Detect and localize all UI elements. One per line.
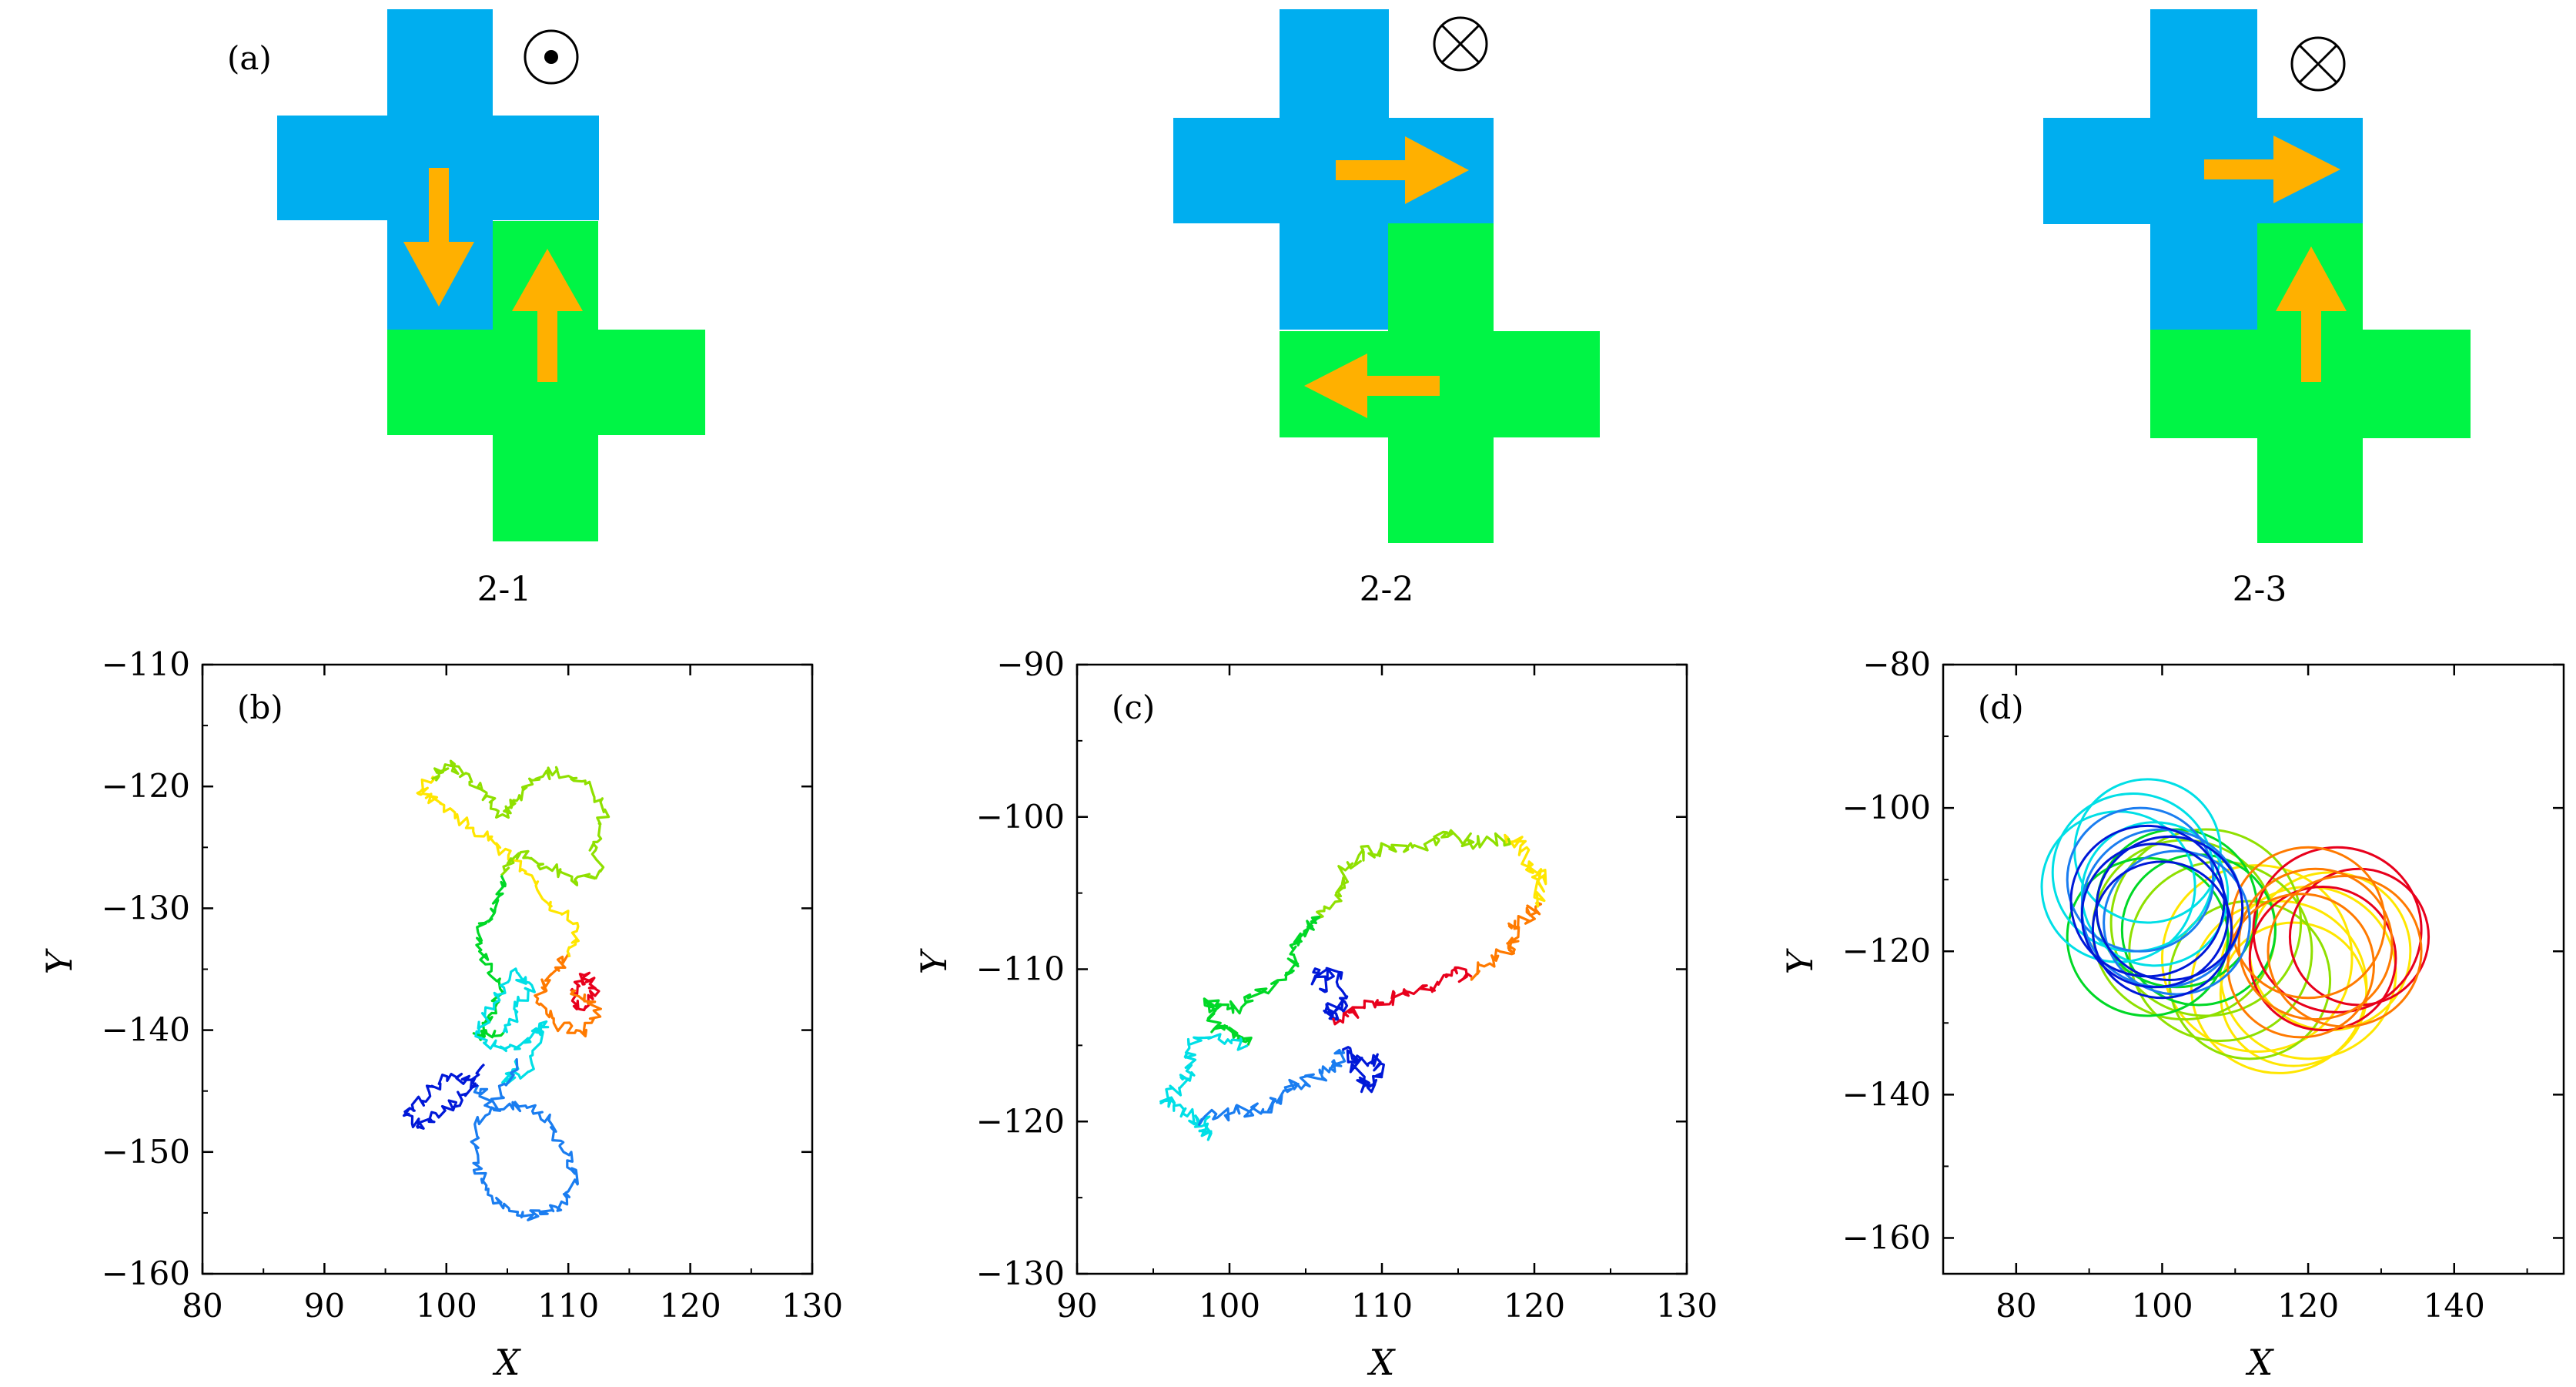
series-c-1	[1332, 966, 1473, 1026]
y-tick-label: −120	[976, 1102, 1065, 1140]
y-tick-label: −110	[976, 950, 1065, 988]
config-2-3: 2-3	[2043, 9, 2471, 609]
y-tick-label: −150	[102, 1133, 190, 1171]
loop-d-7-1	[2095, 835, 2244, 981]
config-2-1-arrow-up	[512, 249, 583, 382]
loop-d-1-3	[2109, 828, 2303, 1017]
series-c-4	[1316, 829, 1511, 919]
series-b-0	[570, 971, 601, 1012]
config-2-3-caption: 2-3	[2233, 570, 2287, 609]
series-c-8	[1341, 1046, 1385, 1094]
config-2-1: 2-1	[277, 9, 705, 609]
loop-d-7-0	[2080, 843, 2230, 989]
config-2-2-caption: 2-2	[1360, 570, 1414, 609]
trajectory-plot-c: 90 100 110 120 130 −90 −100 −110 −120 −130 (c) X Y	[913, 645, 1718, 1383]
x-tick-label: 80	[1996, 1287, 2036, 1325]
loop-d-6-1	[2066, 806, 2215, 953]
cross-in-circle-icon	[1433, 16, 1488, 72]
x-tick-label: 110	[537, 1287, 599, 1325]
loop-d-4-1	[2226, 893, 2375, 1039]
x-tick-label: 130	[1656, 1287, 1718, 1325]
series-b-5	[474, 967, 550, 1084]
panel-c-label: (c)	[1112, 688, 1155, 726]
x-tick-label: 120	[1504, 1287, 1565, 1325]
y-tick-label: −140	[102, 1011, 190, 1049]
y-tick-label: −120	[102, 767, 190, 805]
x-axis-label: X	[1367, 1342, 1397, 1383]
series-c-0	[1310, 967, 1349, 1021]
series-c-3	[1504, 833, 1547, 908]
x-axis-label: X	[2246, 1342, 2275, 1383]
loop-d-4-2	[2267, 875, 2423, 1028]
loop-d-6-2	[2103, 849, 2251, 996]
y-axis-label: Y	[1779, 947, 1821, 974]
series-c-2	[1470, 901, 1543, 981]
loop-d-7-2	[2091, 860, 2233, 1000]
series-b-4	[472, 875, 507, 1041]
series-c-5	[1203, 915, 1321, 1047]
y-tick-label: −160	[1842, 1218, 1931, 1256]
plot-frame	[1076, 663, 1688, 1275]
series-b-1	[534, 952, 602, 1038]
x-tick-label: 100	[1199, 1287, 1260, 1325]
config-2-3-arrow-right	[2204, 136, 2340, 203]
circle-plot-d: 80 100 120 140 −80 −100 −120 −140 −160 (d) X Y	[1779, 645, 2565, 1383]
series-b-6	[470, 1057, 579, 1221]
config-2-3-arrow-up	[2276, 246, 2347, 382]
plot-frame	[201, 663, 814, 1275]
x-tick-label: 100	[416, 1287, 477, 1325]
config-2-1-arrow-down	[403, 168, 474, 307]
config-2-2-arrow-left	[1304, 353, 1440, 418]
y-tick-label: −130	[102, 889, 190, 926]
y-tick-label: −120	[1842, 932, 1931, 970]
dot-in-circle-icon	[524, 29, 579, 85]
y-tick-label: −110	[102, 645, 190, 683]
y-tick-label: −140	[1842, 1075, 1931, 1113]
y-tick-label: −100	[976, 798, 1065, 836]
y-tick-label: −90	[996, 645, 1065, 683]
config-2-2-arrow-right	[1336, 136, 1469, 204]
x-axis-label: X	[493, 1342, 522, 1383]
x-tick-label: 130	[781, 1287, 843, 1325]
x-tick-label: 80	[182, 1287, 222, 1325]
y-axis-label: Y	[913, 947, 955, 974]
y-tick-label: −100	[1842, 789, 1931, 826]
series-b-7	[403, 1063, 486, 1130]
series-b-2	[416, 776, 580, 958]
x-tick-label: 120	[2277, 1287, 2339, 1325]
loop-d-0-0	[2190, 900, 2368, 1074]
plot-frame	[1942, 663, 2565, 1275]
loop-d-5-1	[2080, 821, 2230, 967]
y-tick-label: −130	[976, 1255, 1065, 1292]
loop-d-3-1	[2248, 885, 2397, 1032]
x-tick-label: 110	[1351, 1287, 1413, 1325]
config-2-2: 2-2	[1173, 9, 1600, 609]
x-tick-label: 90	[304, 1287, 345, 1325]
trajectory-plot-b: 80 90 100 110 120 130 −110 −120 −130 −140 −150 −160…	[38, 645, 843, 1383]
loop-d-0-1	[2219, 885, 2397, 1060]
y-tick-label: −160	[102, 1255, 190, 1292]
loop-d-4-0	[2237, 867, 2394, 1021]
x-tick-label: 90	[1056, 1287, 1097, 1325]
series-b-3	[431, 759, 611, 886]
y-axis-label: Y	[38, 947, 80, 974]
x-tick-label: 120	[660, 1287, 721, 1325]
x-tick-label: 100	[2131, 1287, 2193, 1325]
cross-in-circle-icon	[2290, 36, 2346, 92]
series-c-7	[1198, 1048, 1347, 1126]
config-2-1-caption: 2-1	[477, 570, 532, 609]
panel-a-label: (a)	[227, 39, 272, 77]
panel-b-label: (b)	[237, 688, 283, 726]
series-c-6	[1159, 1033, 1249, 1141]
y-tick-label: −80	[1862, 645, 1931, 683]
loop-d-3-0	[2252, 846, 2423, 1013]
loop-d-7-3	[2069, 824, 2226, 978]
panel-d-label: (d)	[1978, 688, 2024, 726]
x-tick-label: 140	[2424, 1287, 2485, 1325]
